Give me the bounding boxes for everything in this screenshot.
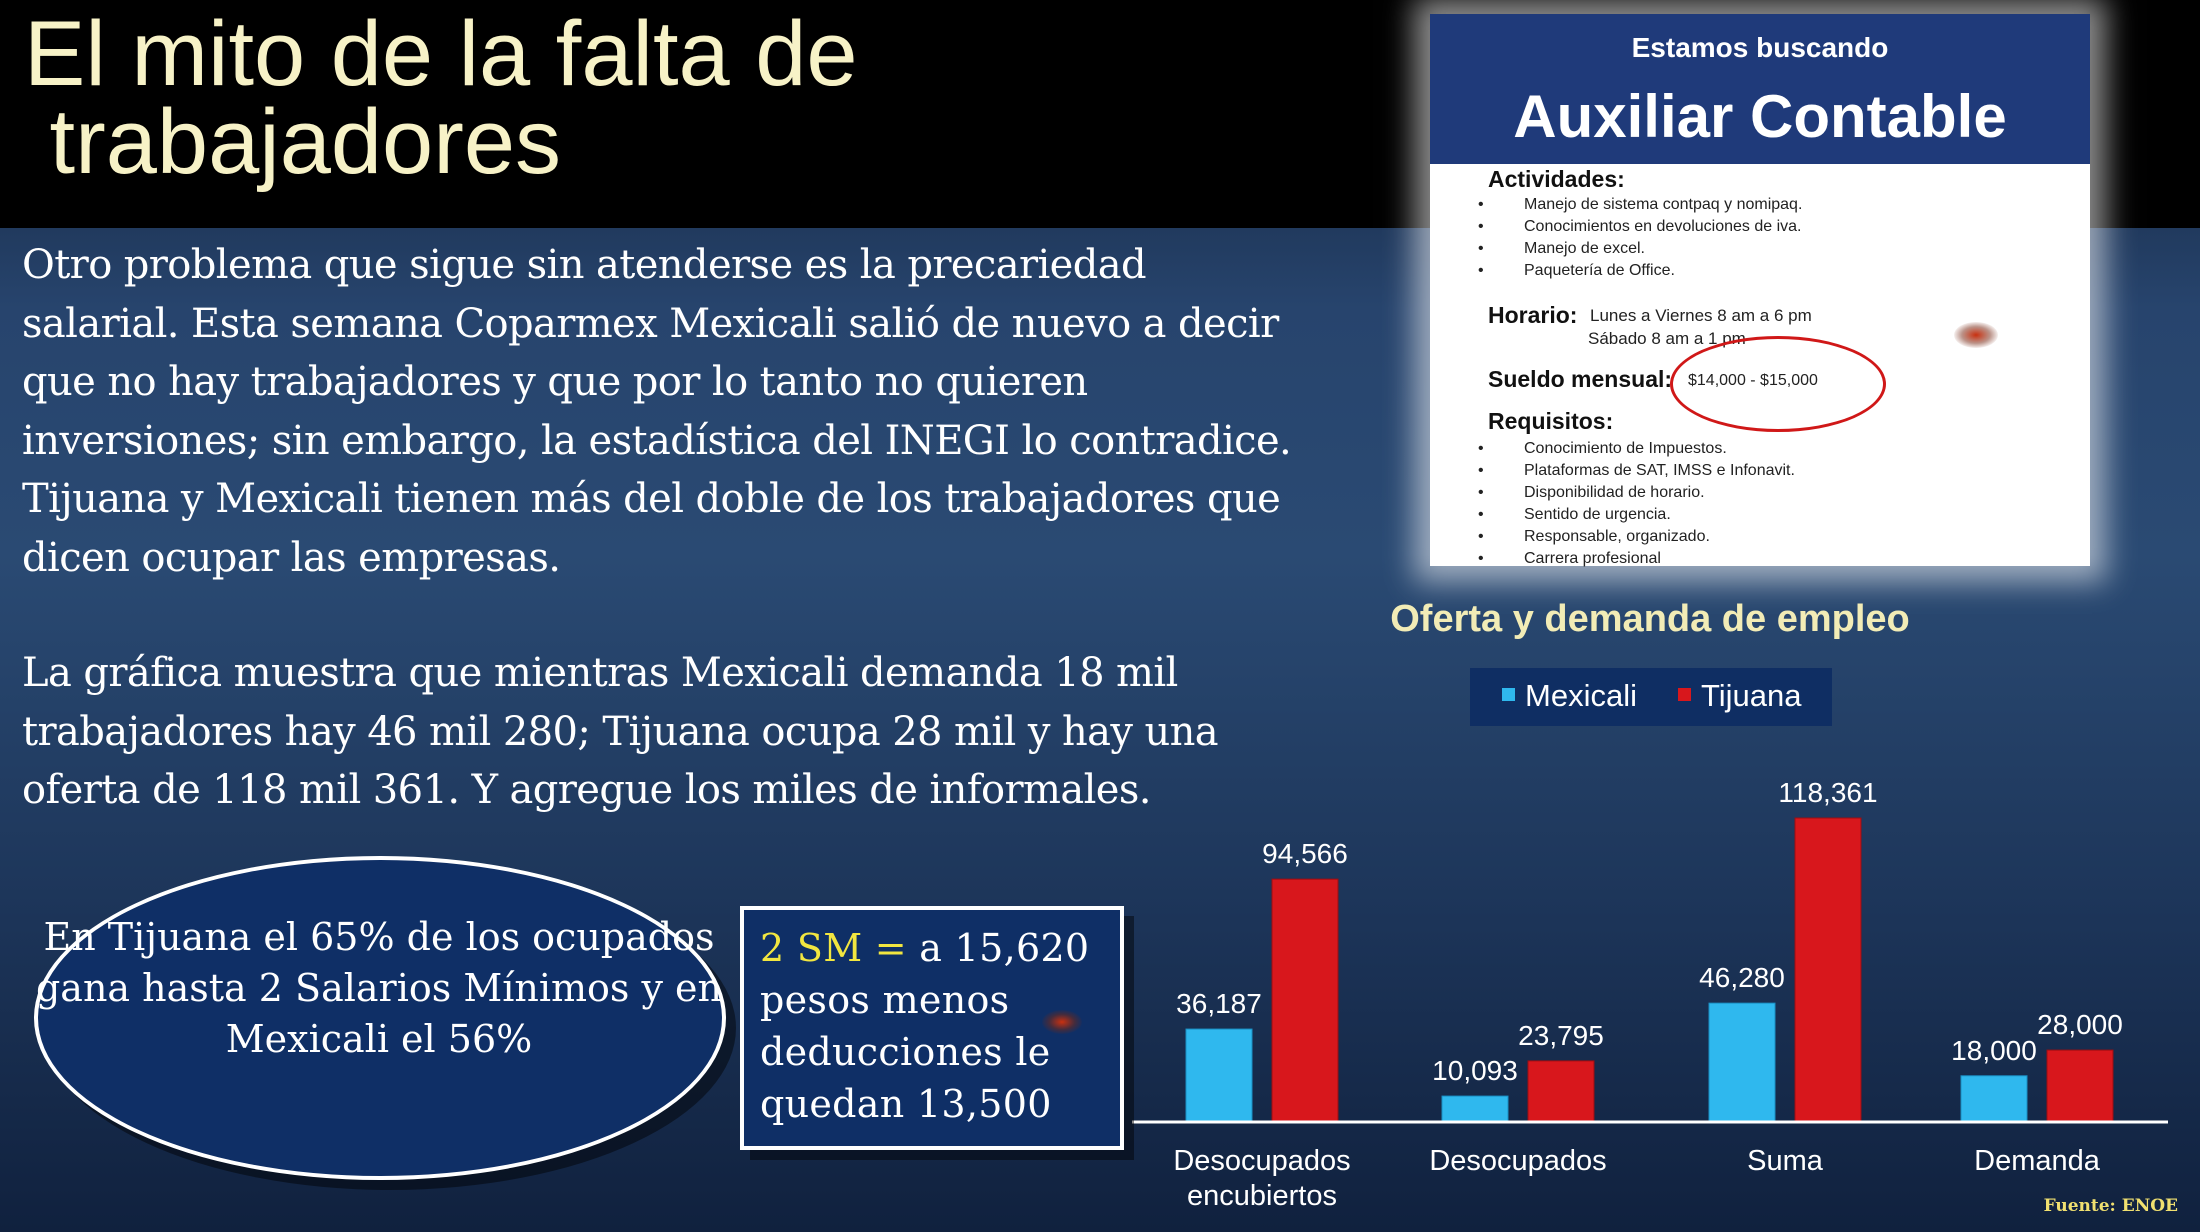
data-label: 18,000 xyxy=(1951,1035,2037,1066)
category-label: encubiertos xyxy=(1187,1180,1337,1212)
schedule-label: Horario: xyxy=(1488,302,1578,328)
list-item: Carrera profesional xyxy=(1478,548,1795,570)
oval-callout-text: En Tijuana el 65% de los ocupados gana h… xyxy=(35,915,723,1061)
paragraph-2: La gráfica muestra que mientras Mexicali… xyxy=(22,650,1219,813)
bar-tijuana-3 xyxy=(2046,1049,2114,1123)
salary-box-text: 2 SM = a 15,620 pesos menos deducciones … xyxy=(760,922,1120,1130)
list-item: Paquetería de Office. xyxy=(1478,260,1802,282)
bar-tijuana-0 xyxy=(1271,878,1339,1123)
legend-item-tijuana: Tijuana xyxy=(1678,678,1802,714)
legend-label-tijuana: Tijuana xyxy=(1701,678,1802,713)
list-item: Conocimiento de Impuestos. xyxy=(1478,438,1795,460)
requirements-list: Conocimiento de Impuestos. Plataformas d… xyxy=(1478,438,1795,570)
job-ad-header: Estamos buscando Auxiliar Contable xyxy=(1430,14,2090,164)
requirements-label: Requisitos: xyxy=(1488,408,1614,434)
schedule-line-2: Sábado 8 am a 1 pm xyxy=(1588,329,1746,348)
list-item: Manejo de excel. xyxy=(1478,238,1802,260)
laser-pointer-mark xyxy=(1042,1010,1082,1034)
list-item: Conocimientos en devoluciones de iva. xyxy=(1478,216,1802,238)
data-label: 10,093 xyxy=(1432,1055,1518,1086)
bar-tijuana-1 xyxy=(1527,1060,1595,1123)
schedule-line-1: Lunes a Viernes 8 am a 6 pm xyxy=(1590,306,1812,325)
data-label: 94,566 xyxy=(1262,838,1348,869)
category-label: Demanda xyxy=(1974,1145,2101,1177)
bar-mexicali-0 xyxy=(1185,1028,1253,1123)
category-label: Desocupados xyxy=(1173,1145,1350,1177)
slide-title: El mito de la falta de trabajadores xyxy=(24,3,858,193)
legend-swatch-mexicali xyxy=(1502,688,1515,702)
chart-title: Oferta y demanda de empleo xyxy=(1390,598,1910,640)
oval-callout xyxy=(34,856,726,1180)
activities-list: Manejo de sistema contpaq y nomipaq. Con… xyxy=(1478,194,1802,282)
salary-box-highlight: 2 SM = xyxy=(760,926,907,970)
laser-pointer-mark xyxy=(1954,322,1998,348)
list-item: Sentido de urgencia. xyxy=(1478,504,1795,526)
source-note: Fuente: ENOE xyxy=(2043,1196,2178,1216)
list-item: Responsable, organizado. xyxy=(1478,526,1795,548)
data-label: 118,361 xyxy=(1778,777,1877,808)
data-label: 46,280 xyxy=(1699,962,1785,993)
bar-mexicali-1 xyxy=(1441,1095,1509,1123)
job-ad-title: Auxiliar Contable xyxy=(1513,83,2007,150)
list-item: Disponibilidad de horario. xyxy=(1478,482,1795,504)
salary-highlight-circle xyxy=(1670,336,1886,432)
salary-label: Sueldo mensual: xyxy=(1488,366,1673,392)
chart-legend: Mexicali Tijuana xyxy=(1470,668,1832,726)
paragraph-1: Otro problema que sigue sin atenderse es… xyxy=(22,242,1292,581)
list-item: Manejo de sistema contpaq y nomipaq. xyxy=(1478,194,1802,216)
job-ad-image: Estamos buscando Auxiliar Contable Activ… xyxy=(1430,14,2090,570)
data-label: 36,187 xyxy=(1176,988,1262,1019)
bar-tijuana-2 xyxy=(1794,817,1862,1123)
data-label: 23,795 xyxy=(1518,1020,1604,1051)
list-item: Plataformas de SAT, IMSS e Infonavit. xyxy=(1478,460,1795,482)
category-label: Suma xyxy=(1747,1145,1824,1177)
bar-mexicali-2 xyxy=(1708,1002,1776,1123)
job-ad-kicker: Estamos buscando xyxy=(1631,32,1889,63)
category-label: Desocupados xyxy=(1429,1145,1606,1177)
salary-box-rest: a 15,620 pesos menos deducciones le qued… xyxy=(760,926,1090,1126)
bar-mexicali-3 xyxy=(1960,1075,2028,1123)
legend-swatch-tijuana xyxy=(1678,688,1691,702)
legend-label-mexicali: Mexicali xyxy=(1525,678,1637,713)
legend-item-mexicali: Mexicali xyxy=(1502,678,1637,714)
data-label: 28,000 xyxy=(2037,1009,2123,1040)
activities-label: Actividades: xyxy=(1488,166,1625,192)
